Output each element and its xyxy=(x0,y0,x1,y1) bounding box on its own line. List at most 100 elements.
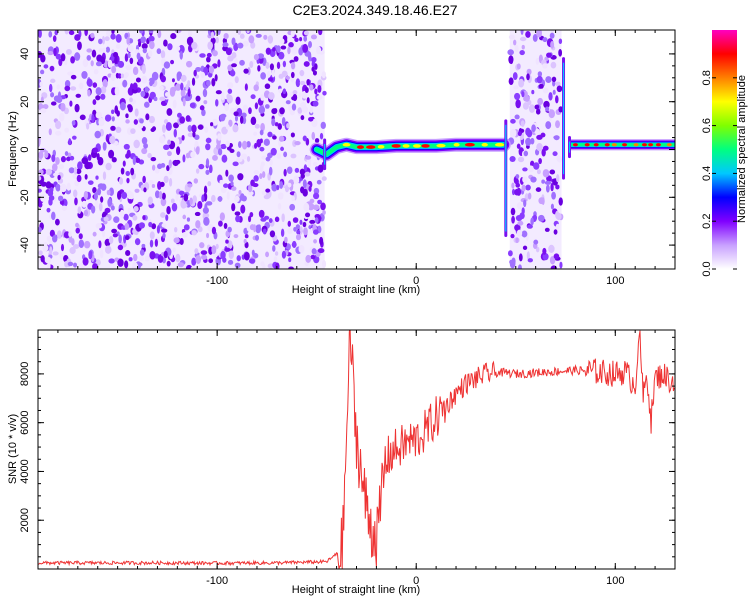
noise-blob xyxy=(117,73,122,79)
noise-blob xyxy=(278,73,284,79)
noise-blob xyxy=(276,45,281,54)
noise-blob xyxy=(127,86,134,96)
noise-blob xyxy=(94,130,102,139)
noise-blob xyxy=(148,115,155,124)
noise-blob xyxy=(279,107,285,115)
noise-blob xyxy=(169,88,176,97)
noise-blob xyxy=(249,211,254,218)
noise-blob xyxy=(142,175,146,184)
noise-blob xyxy=(43,64,49,69)
noise-blob xyxy=(163,250,168,259)
noise-blob xyxy=(247,184,253,193)
noise-blob xyxy=(160,75,167,83)
noise-blob xyxy=(302,135,307,142)
noise-blob xyxy=(223,183,229,188)
noise-blob xyxy=(227,240,233,250)
noise-blob xyxy=(177,262,185,268)
noise-blob xyxy=(310,34,318,40)
noise-blob xyxy=(559,261,563,269)
noise-blob xyxy=(293,226,297,232)
noise-blob xyxy=(149,231,155,240)
noise-blob xyxy=(250,179,255,187)
noise-blob xyxy=(516,143,521,149)
noise-blob xyxy=(255,33,262,38)
noise-blob xyxy=(182,214,187,220)
noise-blob xyxy=(242,40,249,47)
noise-blob xyxy=(132,66,139,76)
noise-blob xyxy=(290,71,295,79)
noise-blob xyxy=(186,36,194,46)
noise-blob xyxy=(69,100,73,107)
noise-blob xyxy=(220,250,226,260)
noise-blob xyxy=(530,217,534,226)
noise-blob xyxy=(555,212,562,221)
noise-blob xyxy=(523,150,529,157)
noise-blob xyxy=(138,123,144,129)
noise-blob xyxy=(309,198,315,204)
noise-blob xyxy=(147,196,153,205)
noise-blob xyxy=(132,262,139,269)
noise-blob xyxy=(205,201,213,206)
noise-blob xyxy=(303,227,308,236)
noise-blob xyxy=(38,137,41,146)
noise-blob xyxy=(306,79,310,86)
noise-blob xyxy=(191,77,196,86)
noise-blob xyxy=(247,67,251,76)
noise-blob xyxy=(81,71,88,79)
noise-blob xyxy=(509,259,516,269)
noise-blob xyxy=(118,177,124,185)
noise-blob xyxy=(185,115,191,122)
noise-blob xyxy=(516,202,523,210)
noise-blob xyxy=(181,231,188,238)
noise-blob xyxy=(519,36,527,42)
noise-blob xyxy=(160,212,166,218)
noise-blob xyxy=(509,156,516,163)
noise-blob xyxy=(216,30,221,36)
noise-blob xyxy=(93,191,98,201)
noise-blob xyxy=(108,236,114,244)
noise-blob xyxy=(81,157,89,165)
noise-blob xyxy=(111,109,115,115)
noise-blob xyxy=(55,183,61,192)
noise-blob xyxy=(102,171,107,181)
noise-blob xyxy=(513,85,519,90)
noise-blob xyxy=(208,164,213,174)
noise-blob xyxy=(538,214,545,222)
noise-blob xyxy=(225,140,230,148)
noise-blob xyxy=(253,84,259,92)
noise-blob xyxy=(520,30,524,35)
noise-blob xyxy=(204,203,208,212)
noise-blob xyxy=(210,122,214,127)
noise-blob xyxy=(281,116,286,126)
noise-blob xyxy=(175,138,180,147)
noise-blob xyxy=(528,165,535,173)
noise-blob xyxy=(292,89,298,95)
noise-blob xyxy=(555,223,560,230)
y-tick-label: 0 xyxy=(19,146,31,152)
noise-blob xyxy=(115,43,121,49)
noise-blob xyxy=(248,258,256,264)
noise-blob xyxy=(557,155,562,163)
noise-blob xyxy=(65,48,72,55)
noise-blob xyxy=(94,200,99,209)
colorbar-ticks: 0.0 0.2 0.4 0.6 0.8 xyxy=(701,70,737,277)
noise-blob xyxy=(269,63,275,71)
noise-blob xyxy=(75,168,82,175)
noise-blob xyxy=(312,229,319,235)
noise-blob xyxy=(158,191,163,200)
noise-blob xyxy=(551,191,556,200)
noise-blob xyxy=(268,218,273,223)
noise-blob xyxy=(301,103,307,112)
noise-blob xyxy=(133,119,138,125)
noise-blob xyxy=(189,197,193,205)
noise-blob xyxy=(51,211,56,221)
noise-blob xyxy=(60,243,65,252)
noise-blob xyxy=(253,131,258,136)
noise-blob xyxy=(120,167,125,175)
noise-blob xyxy=(314,88,318,95)
noise-blob xyxy=(223,33,229,40)
noise-blob xyxy=(47,189,54,197)
noise-blob xyxy=(255,224,262,234)
noise-blob xyxy=(233,234,239,239)
noise-blob xyxy=(157,163,163,170)
